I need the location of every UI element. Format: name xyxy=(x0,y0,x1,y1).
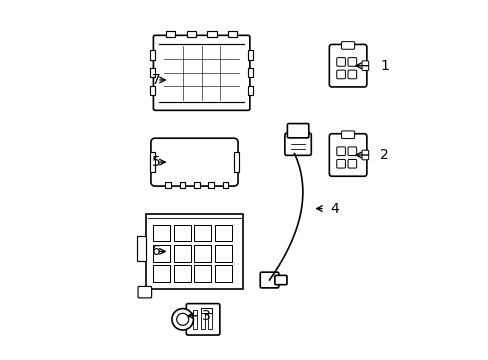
Bar xyxy=(207,31,216,37)
FancyBboxPatch shape xyxy=(260,272,278,288)
Text: 4: 4 xyxy=(329,202,338,216)
FancyBboxPatch shape xyxy=(336,147,345,156)
Bar xyxy=(215,245,231,262)
FancyBboxPatch shape xyxy=(347,159,356,168)
Bar xyxy=(150,50,155,60)
FancyBboxPatch shape xyxy=(336,159,345,168)
Bar xyxy=(194,182,199,188)
Bar xyxy=(247,86,253,95)
Bar xyxy=(227,31,237,37)
Bar xyxy=(233,152,238,172)
Text: 1: 1 xyxy=(380,59,388,73)
FancyBboxPatch shape xyxy=(361,150,368,160)
FancyBboxPatch shape xyxy=(186,303,220,335)
Bar xyxy=(201,307,211,313)
FancyBboxPatch shape xyxy=(347,58,356,66)
FancyBboxPatch shape xyxy=(328,134,366,176)
Text: 7: 7 xyxy=(151,73,160,87)
Bar xyxy=(194,265,211,282)
Bar xyxy=(194,225,211,241)
Bar xyxy=(186,31,196,37)
FancyBboxPatch shape xyxy=(328,44,366,87)
Bar xyxy=(180,182,185,188)
Bar xyxy=(165,182,171,188)
FancyBboxPatch shape xyxy=(347,70,356,79)
Bar xyxy=(193,310,197,329)
Bar xyxy=(215,265,231,282)
FancyBboxPatch shape xyxy=(151,138,238,186)
FancyBboxPatch shape xyxy=(341,42,354,49)
Bar xyxy=(153,265,170,282)
Bar xyxy=(247,68,253,77)
Bar xyxy=(194,245,211,262)
Bar xyxy=(150,86,155,95)
Text: 6: 6 xyxy=(151,244,160,258)
FancyBboxPatch shape xyxy=(287,123,308,138)
Bar xyxy=(166,31,175,37)
FancyBboxPatch shape xyxy=(336,58,345,66)
Bar xyxy=(150,68,155,77)
FancyBboxPatch shape xyxy=(336,70,345,79)
FancyBboxPatch shape xyxy=(285,133,311,156)
Bar xyxy=(150,152,155,172)
Text: 2: 2 xyxy=(380,148,388,162)
FancyBboxPatch shape xyxy=(138,287,151,298)
Bar xyxy=(201,310,204,329)
Bar xyxy=(222,182,228,188)
FancyBboxPatch shape xyxy=(347,147,356,156)
FancyBboxPatch shape xyxy=(361,61,368,71)
Bar xyxy=(146,214,242,289)
FancyBboxPatch shape xyxy=(341,131,354,139)
Bar xyxy=(153,225,170,241)
Circle shape xyxy=(172,309,193,330)
Text: 3: 3 xyxy=(201,309,210,323)
FancyBboxPatch shape xyxy=(274,275,286,285)
Bar xyxy=(208,310,212,329)
Text: 5: 5 xyxy=(151,155,160,169)
Bar xyxy=(247,50,253,60)
Bar xyxy=(215,225,231,241)
Bar xyxy=(208,182,214,188)
Bar xyxy=(153,245,170,262)
Bar xyxy=(174,245,190,262)
Circle shape xyxy=(176,313,188,325)
Bar xyxy=(174,265,190,282)
Bar xyxy=(174,225,190,241)
Bar xyxy=(137,236,146,261)
FancyBboxPatch shape xyxy=(153,35,249,111)
